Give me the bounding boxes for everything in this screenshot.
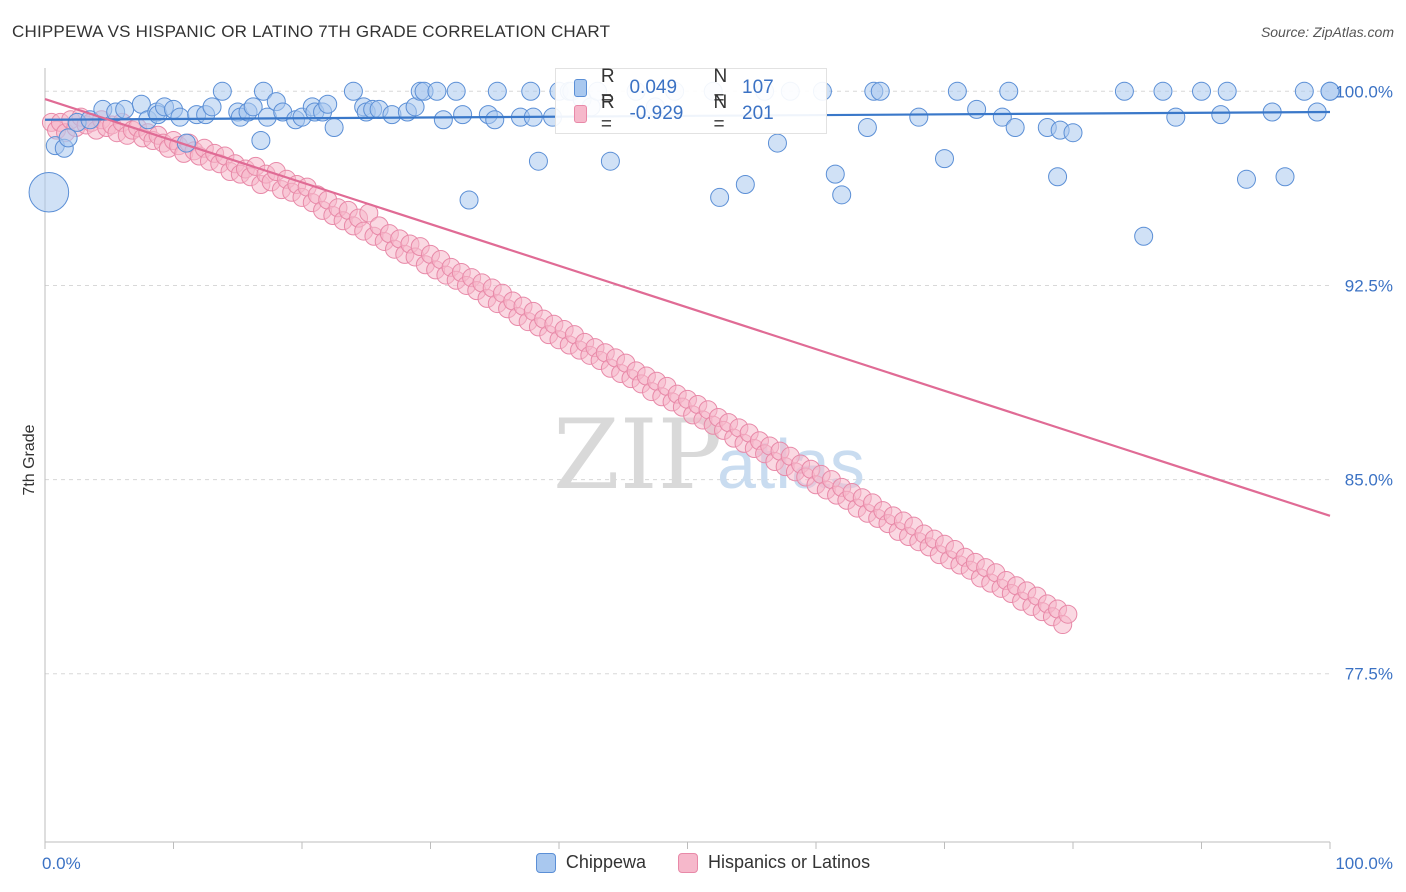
- chippewa-point: [446, 81, 466, 101]
- chippewa-point: [735, 174, 755, 194]
- y-tick-label: 77.5%: [1345, 665, 1393, 684]
- chippewa-point: [870, 81, 890, 101]
- trend-line-hispanic: [44, 98, 1331, 517]
- chippewa-point: [212, 81, 232, 101]
- source-credit: Source: ZipAtlas.com: [1260, 24, 1394, 40]
- chippewa-point: [1048, 167, 1068, 187]
- chippewa-point: [1114, 81, 1134, 101]
- chippewa-point: [251, 130, 271, 150]
- y-tick-label: 100.0%: [1335, 82, 1393, 101]
- chippewa-point: [28, 171, 70, 213]
- x-tick-label: 0.0%: [42, 854, 81, 873]
- bottom-legend: Chippewa Hispanics or Latinos: [0, 852, 1406, 873]
- legend-row-chippewa: R = 0.049 N = 107: [574, 66, 826, 109]
- y-tick-labels: 77.5% 85.0% 92.5% 100.0%: [1335, 82, 1393, 683]
- chippewa-point: [1134, 226, 1154, 246]
- chippewa-point: [825, 164, 845, 184]
- chippewa-point: [521, 81, 541, 101]
- chippewa-point: [427, 81, 447, 101]
- chippewa-point: [487, 81, 507, 101]
- chippewa-point: [324, 118, 344, 138]
- chippewa-point: [710, 187, 730, 207]
- series-chippewa: [28, 81, 1340, 246]
- legend-swatch-hispanic: [677, 852, 698, 873]
- chippewa-point: [343, 81, 363, 101]
- chippewa-point: [318, 94, 338, 114]
- chippewa-point: [1275, 167, 1295, 187]
- legend-row-hispanic: R = -0.929 N = 201: [574, 92, 826, 135]
- chippewa-point: [243, 97, 263, 117]
- legend-r-label: R =: [600, 92, 615, 135]
- chippewa-point: [1063, 123, 1083, 143]
- legend-item-chippewa[interactable]: Chippewa: [535, 852, 646, 873]
- y-tick-label: 92.5%: [1345, 276, 1393, 295]
- chippewa-point: [1166, 107, 1186, 127]
- legend-label-chippewa: Chippewa: [565, 852, 646, 872]
- chippewa-point: [485, 110, 505, 130]
- legend-swatch-hispanic: [574, 105, 587, 123]
- chippewa-point: [115, 99, 135, 119]
- chippewa-point: [947, 81, 967, 101]
- hispanic-point: [1058, 604, 1078, 624]
- legend-n-value: 107: [742, 77, 774, 98]
- chippewa-point: [170, 107, 190, 127]
- chart-title: CHIPPEWA VS HISPANIC OR LATINO 7TH GRADE…: [12, 22, 611, 41]
- legend-n-label: N =: [713, 66, 728, 109]
- legend-box: R = 0.049 N = 107 R = -0.929 N = 201: [555, 66, 827, 135]
- chippewa-point: [1236, 169, 1256, 189]
- legend-r-value: -0.929: [629, 103, 684, 124]
- chippewa-point: [600, 151, 620, 171]
- y-axis-title: 7th Grade: [21, 424, 38, 495]
- legend-r-label: R =: [600, 66, 615, 109]
- chippewa-point: [453, 105, 473, 125]
- legend-swatch-chippewa: [535, 852, 556, 873]
- chippewa-point: [1153, 81, 1173, 101]
- chippewa-point: [857, 118, 877, 138]
- x-tick-labels: 0.0% 100.0%: [42, 854, 1393, 873]
- chippewa-point: [1005, 118, 1025, 138]
- chippewa-point: [58, 128, 78, 148]
- chippewa-point: [433, 110, 453, 130]
- chippewa-point: [1192, 81, 1211, 101]
- chippewa-point: [999, 81, 1019, 101]
- chippewa-point: [459, 190, 479, 210]
- legend-item-hispanic[interactable]: Hispanics or Latinos: [677, 852, 871, 873]
- series-hispanics-or-latinos: [41, 107, 1078, 635]
- chippewa-point: [202, 97, 222, 117]
- chippewa-point: [1211, 105, 1231, 125]
- legend-n-value: 201: [742, 103, 774, 124]
- legend-r-value: 0.049: [629, 77, 678, 98]
- chippewa-point: [767, 133, 787, 153]
- chippewa-point: [1320, 81, 1340, 101]
- chippewa-point: [1294, 81, 1314, 101]
- legend-label-hispanic: Hispanics or Latinos: [707, 852, 871, 872]
- y-tick-label: 85.0%: [1345, 471, 1393, 490]
- chippewa-point: [528, 151, 548, 171]
- chippewa-point: [909, 107, 929, 127]
- chippewa-point: [935, 149, 954, 169]
- legend-swatch-chippewa: [574, 79, 587, 97]
- x-tick-label: 100.0%: [1335, 854, 1393, 873]
- chippewa-point: [1217, 81, 1237, 101]
- legend-n-label: N =: [713, 92, 728, 135]
- chippewa-point: [253, 81, 273, 101]
- chippewa-point: [832, 185, 852, 205]
- chippewa-point: [992, 107, 1012, 127]
- chippewa-point: [967, 99, 987, 119]
